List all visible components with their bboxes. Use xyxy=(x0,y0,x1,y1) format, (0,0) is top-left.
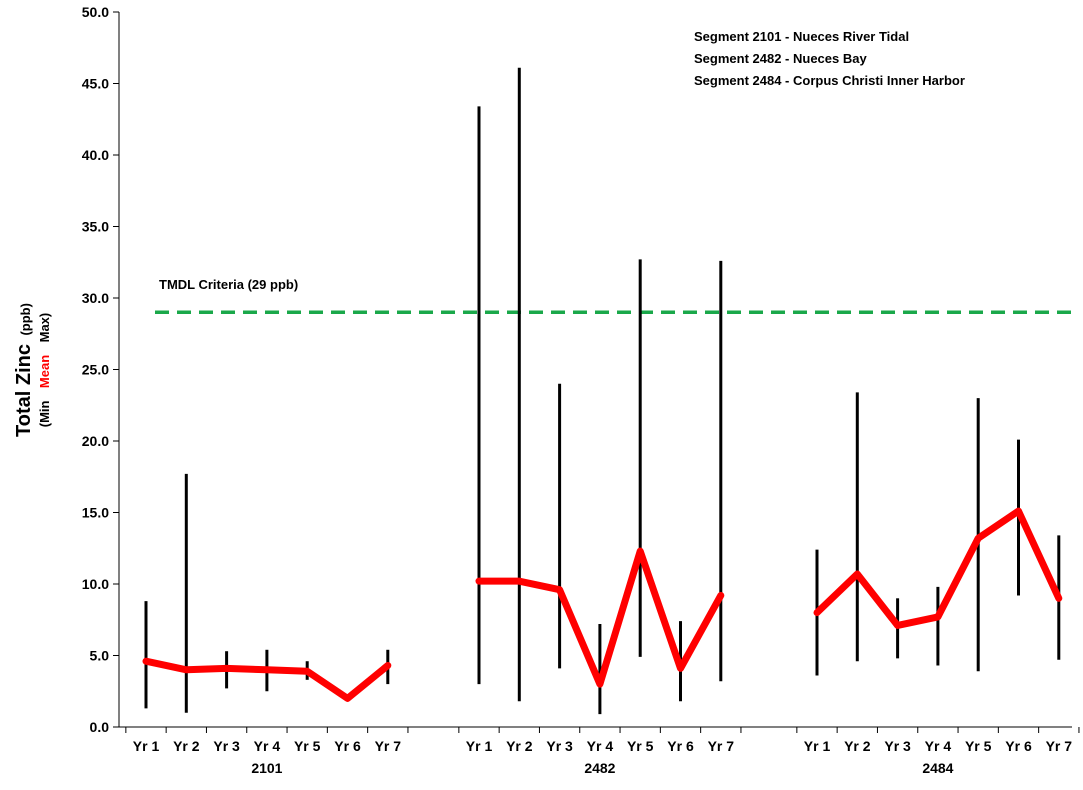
y-tick-label: 50.0 xyxy=(82,4,109,20)
mean-line-2482 xyxy=(475,547,725,688)
x-tick-label: Yr 3 xyxy=(213,738,240,754)
svg-text:(Min Mean Max): (Min Mean Max) xyxy=(36,313,53,427)
x-tick-label: Yr 1 xyxy=(466,738,493,754)
legend-line-2101: Segment 2101 - Nueces River Tidal xyxy=(694,29,909,44)
svg-text:Total Zinc (ppb): Total Zinc (ppb) xyxy=(13,303,35,437)
x-tick-label: Yr 4 xyxy=(925,738,952,754)
x-tick-label: Yr 4 xyxy=(254,738,281,754)
y-tick-label: 0.0 xyxy=(90,719,110,735)
x-tick-label: Yr 7 xyxy=(375,738,402,754)
group-label-2482: 2482 xyxy=(584,760,615,776)
group-label-2484: 2484 xyxy=(922,760,953,776)
y-tick-label: 15.0 xyxy=(82,505,109,521)
y-tick-label: 10.0 xyxy=(82,576,109,592)
legend-line-2482: Segment 2482 - Nueces Bay xyxy=(694,51,867,66)
y-tick-label: 30.0 xyxy=(82,290,109,306)
x-tick-label: Yr 2 xyxy=(844,738,871,754)
x-tick-label: Yr 5 xyxy=(627,738,654,754)
x-tick-label: Yr 6 xyxy=(334,738,361,754)
group-label-2101: 2101 xyxy=(251,760,282,776)
x-tick-label: Yr 2 xyxy=(173,738,200,754)
x-tick-label: Yr 2 xyxy=(506,738,533,754)
y-tick-label: 25.0 xyxy=(82,362,109,378)
criteria-label: TMDL Criteria (29 ppb) xyxy=(159,277,298,292)
x-tick-label: Yr 5 xyxy=(965,738,992,754)
y-axis-sub-min: (Min xyxy=(37,400,52,427)
mean-line-2484 xyxy=(813,507,1063,629)
y-axis-title-unit: (ppb) xyxy=(18,303,33,335)
y-tick-label: 40.0 xyxy=(82,147,109,163)
y-axis-title-main: Total Zinc xyxy=(13,344,35,437)
x-tick-label: Yr 1 xyxy=(133,738,160,754)
y-tick-label: 5.0 xyxy=(90,648,110,664)
y-axis-sub-mean: Mean xyxy=(37,355,52,388)
x-tick-label: Yr 7 xyxy=(1046,738,1073,754)
x-tick-label: Yr 5 xyxy=(294,738,321,754)
legend-line-2484: Segment 2484 - Corpus Christi Inner Harb… xyxy=(694,73,965,88)
axes xyxy=(113,11,1080,733)
x-tick-label: Yr 3 xyxy=(884,738,911,754)
x-tick-label: Yr 7 xyxy=(708,738,735,754)
x-tick-label: Yr 3 xyxy=(546,738,573,754)
y-axis-sub-max: Max) xyxy=(37,313,52,343)
y-tick-label: 45.0 xyxy=(82,76,109,92)
mean-lines xyxy=(142,507,1063,702)
mean-line-2101 xyxy=(142,657,392,702)
y-tick-label: 20.0 xyxy=(82,433,109,449)
y-tick-label: 35.0 xyxy=(82,219,109,235)
x-tick-label: Yr 6 xyxy=(667,738,694,754)
y-axis-title: Total Zinc (ppb) (Min Mean Max) xyxy=(13,303,53,437)
axis-labels: 0.0 5.0 10.0 15.0 20.0 25.0 30.0 35.0 40.0 45.0 50… xyxy=(82,4,1072,776)
x-tick-label: Yr 4 xyxy=(587,738,614,754)
x-tick-label: Yr 6 xyxy=(1005,738,1032,754)
x-tick-label: Yr 1 xyxy=(804,738,831,754)
